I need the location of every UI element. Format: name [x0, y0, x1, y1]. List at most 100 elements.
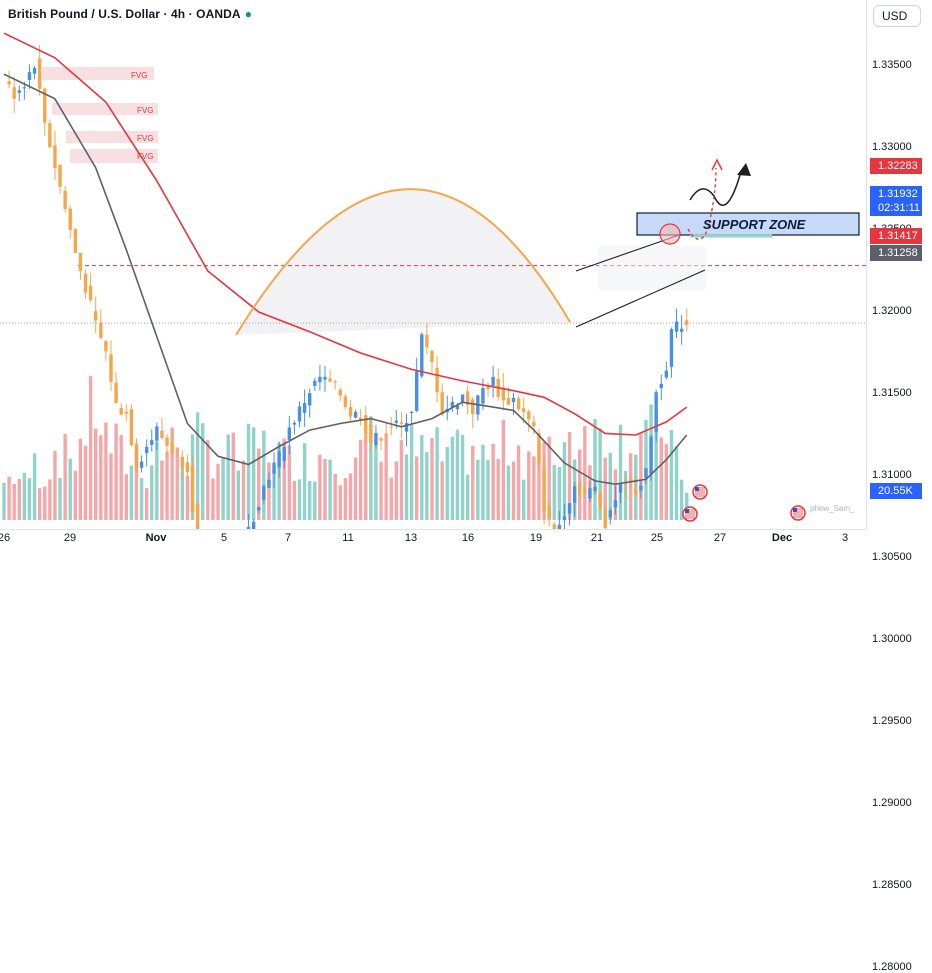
candle-body [450, 402, 455, 408]
candle-body [246, 526, 251, 530]
volume-bar [501, 419, 506, 520]
price-chart[interactable] [0, 0, 866, 530]
candle-body [618, 484, 623, 493]
volume-bar [226, 434, 230, 520]
background-layer [0, 67, 866, 335]
volume-bar [292, 480, 297, 520]
volume-bar [206, 440, 210, 520]
candle-body [348, 407, 353, 417]
volume-bar [491, 443, 495, 520]
volume-bar [272, 470, 276, 520]
candle-body [537, 433, 541, 464]
ma-gray-line [3, 73, 688, 486]
candle-body [364, 415, 368, 434]
candle-body [175, 450, 179, 452]
candle-body [664, 370, 669, 378]
chart-title: British Pound / U.S. Dollar · 4h · OANDA… [8, 7, 252, 21]
volume-bar [37, 488, 42, 520]
candle-body [511, 397, 516, 403]
candle-body [430, 351, 434, 363]
volume-bar [231, 432, 235, 520]
chart-area[interactable] [0, 0, 932, 550]
volume-bar [114, 423, 118, 520]
candle-body [63, 190, 67, 209]
candle-body [491, 376, 495, 386]
currency-button[interactable]: USD [873, 5, 921, 27]
time-tick-label: 3 [841, 532, 849, 544]
volume-tag: 20.55K [870, 483, 922, 499]
volume-bar [241, 460, 246, 520]
volume-bar [384, 434, 388, 520]
volume-bar [562, 442, 567, 520]
volume-bar [374, 440, 378, 520]
candle-body [358, 417, 363, 421]
volume-bar [547, 436, 551, 520]
candle-body [532, 421, 536, 427]
time-tick-label: Nov [145, 532, 167, 544]
volume-bar [679, 479, 684, 520]
volume-bar [211, 478, 215, 520]
candle-body [94, 311, 98, 321]
candle-body [598, 491, 602, 508]
candle-body [277, 451, 281, 468]
candle-body [180, 456, 185, 467]
candle-body [567, 503, 572, 514]
candle-body [12, 87, 16, 99]
breakout-circle [659, 223, 681, 245]
volume-bar [557, 467, 562, 520]
candle-body [262, 486, 266, 500]
volume-bar [460, 435, 465, 520]
channel-lower-line [575, 269, 706, 328]
candle-body [353, 412, 358, 418]
candle-body [104, 340, 108, 352]
candle-body [287, 427, 292, 440]
arrowhead-dashed [711, 158, 723, 171]
volume-bar [313, 481, 317, 520]
support-zone-label: SUPPORT ZONE [703, 217, 806, 232]
candle-body [527, 411, 531, 420]
price-tick-label: 1.31500 [872, 387, 912, 399]
volume-bar [394, 461, 399, 520]
volume-bar [88, 375, 93, 520]
candle-body [578, 483, 582, 496]
volume-bar [552, 465, 556, 520]
candle-body [374, 432, 378, 446]
volume-bar [287, 445, 292, 520]
volume-bar [476, 459, 480, 520]
price-tick-label: 1.33500 [872, 59, 912, 71]
candle-body [634, 488, 638, 495]
candle-body [654, 392, 658, 432]
volume-bar [83, 445, 88, 520]
ma-red-value: 1.31417 [878, 230, 918, 242]
fvg-zone [66, 131, 158, 143]
time-axis-border [0, 529, 866, 530]
candle-body [323, 376, 327, 380]
volume-bar [338, 485, 342, 520]
fvg-label: FVG [137, 106, 154, 115]
author-watermark: phew_Sam_ [810, 504, 855, 513]
price-tick-label: 1.29500 [872, 715, 912, 727]
volume-bar [251, 427, 256, 520]
candle-body [22, 87, 27, 89]
candle-body [679, 328, 684, 332]
volume-bar [496, 459, 500, 520]
current-price-tag: 1.31932 02:31:11 [870, 186, 922, 216]
projection-path-solid [689, 174, 741, 206]
volume-bar [323, 459, 327, 520]
volume-bar [185, 475, 190, 520]
volume-bar [180, 465, 185, 520]
candle-body [297, 406, 302, 422]
candle-body [27, 72, 32, 81]
candle-body [134, 443, 139, 471]
volume-bar [654, 412, 658, 520]
candle-body [562, 516, 567, 521]
candle-body [119, 407, 123, 415]
volume-bar [486, 459, 490, 520]
volume-bar [53, 450, 57, 520]
candle-body [99, 322, 103, 339]
volume-bar [465, 474, 470, 520]
fvg-label: FVG [137, 152, 154, 161]
currency-label: USD [882, 9, 908, 23]
volume-bar [343, 477, 348, 520]
candle-body [481, 388, 485, 404]
